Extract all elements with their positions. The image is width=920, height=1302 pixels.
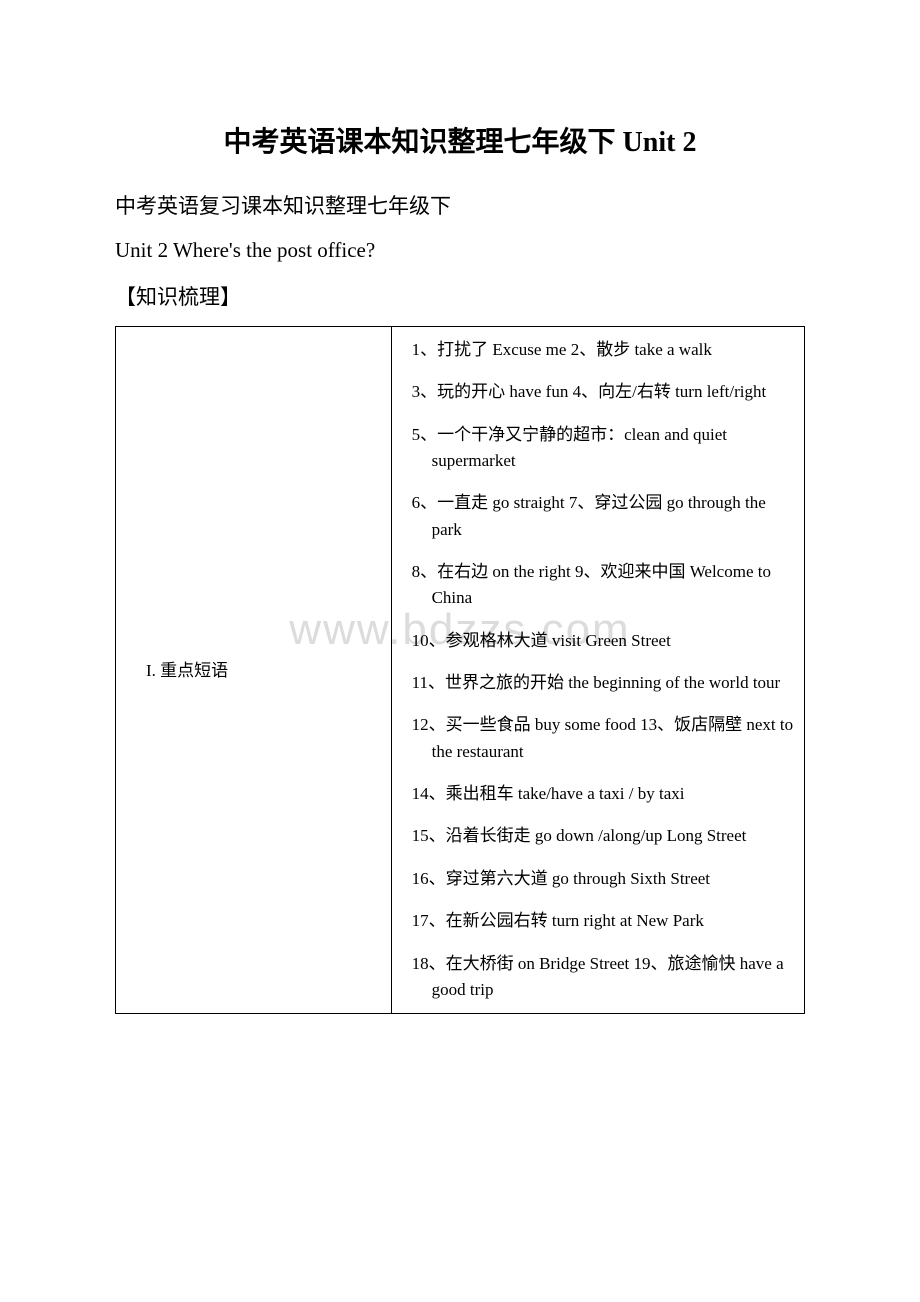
page-title: 中考英语课本知识整理七年级下 Unit 2 <box>115 120 805 160</box>
list-item: 11、世界之旅的开始 the beginning of the world to… <box>392 662 804 704</box>
unit-title: Unit 2 Where's the post office? <box>115 238 805 263</box>
list-item: 12、买一些食品 buy some food 13、饭店隔壁 next to t… <box>392 704 804 773</box>
category-cell: I. 重点短语 <box>116 327 392 1014</box>
content-cell: 1、打扰了 Excuse me 2、散步 take a walk 3、玩的开心 … <box>391 327 804 1014</box>
list-item: 8、在右边 on the right 9、欢迎来中国 Welcome to Ch… <box>392 551 804 620</box>
list-item: 14、乘出租车 take/have a taxi / by taxi <box>392 773 804 815</box>
list-item: 16、穿过第六大道 go through Sixth Street <box>392 858 804 900</box>
list-item: 10、参观格林大道 visit Green Street <box>392 620 804 662</box>
list-item: 6、一直走 go straight 7、穿过公园 go through the … <box>392 482 804 551</box>
document-page: 中考英语课本知识整理七年级下 Unit 2 中考英语复习课本知识整理七年级下 U… <box>0 0 920 1074</box>
list-item: 18、在大桥街 on Bridge Street 19、旅途愉快 have a … <box>392 943 804 1014</box>
table-row: I. 重点短语 1、打扰了 Excuse me 2、散步 take a walk… <box>116 327 805 1014</box>
list-item: 3、玩的开心 have fun 4、向左/右转 turn left/right <box>392 371 804 413</box>
list-item: 5、一个干净又宁静的超市：clean and quiet supermarket <box>392 414 804 483</box>
section-heading: 【知识梳理】 <box>115 281 805 311</box>
knowledge-table: I. 重点短语 1、打扰了 Excuse me 2、散步 take a walk… <box>115 326 805 1014</box>
subtitle-text: 中考英语复习课本知识整理七年级下 <box>115 190 805 220</box>
list-item: 17、在新公园右转 turn right at New Park <box>392 900 804 942</box>
list-item: 15、沿着长街走 go down /along/up Long Street <box>392 815 804 857</box>
list-item: 1、打扰了 Excuse me 2、散步 take a walk <box>392 327 804 371</box>
